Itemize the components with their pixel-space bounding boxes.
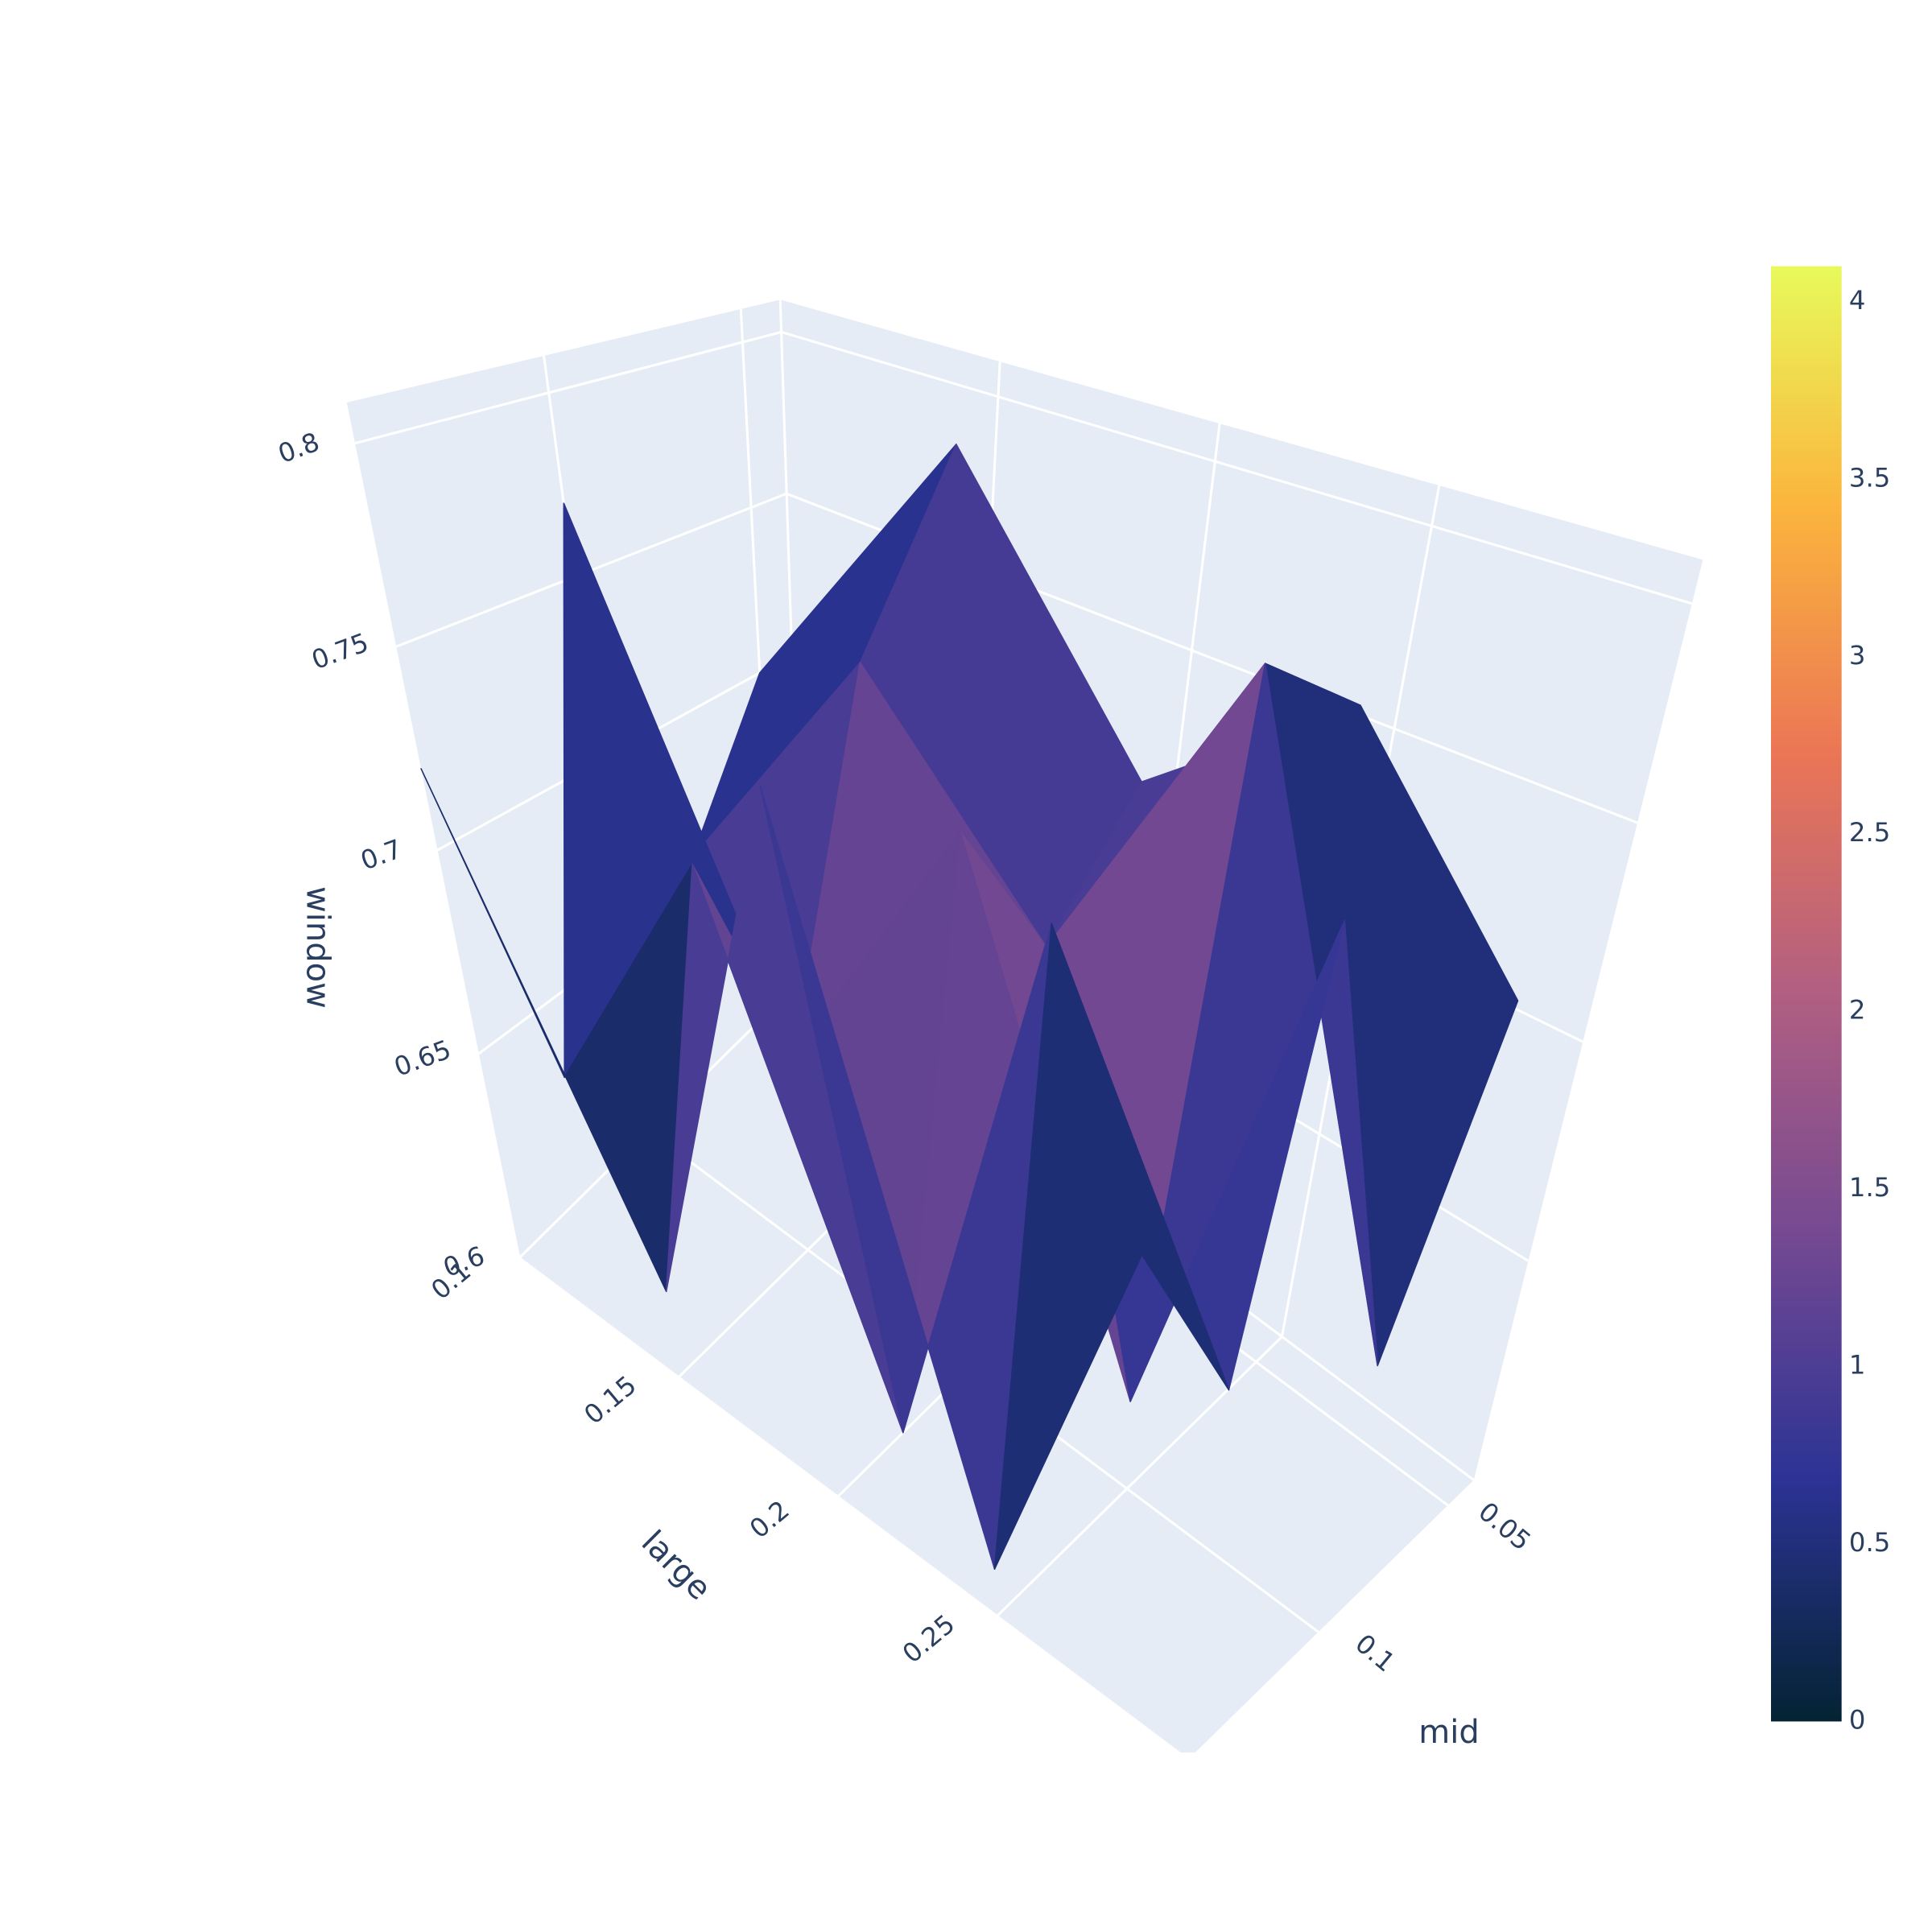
x-axis-title: large [634, 1524, 718, 1608]
colorbar-tick-label: 0.5 [1849, 1527, 1890, 1558]
x-tick-label: 0.2 [744, 1494, 795, 1544]
z-tick-label: 0.8 [274, 427, 323, 469]
colorbar-tick-label: 2.5 [1849, 817, 1890, 848]
colorbar-gradient [1771, 266, 1842, 1722]
colorbar-tick-label: 4 [1849, 285, 1866, 316]
y-axis-title: mid [1418, 1714, 1479, 1751]
z-axis-title: window [299, 886, 336, 1009]
x-tick-label: 0.25 [897, 1608, 961, 1669]
z-tick-label: 0.65 [390, 1034, 456, 1082]
colorbar-tick-label: 1.5 [1849, 1172, 1890, 1203]
y-tick-label: 0.05 [1472, 1496, 1537, 1556]
colorbar-tick-label: 0 [1849, 1704, 1866, 1735]
z-tick-label: 0.75 [308, 627, 373, 675]
colorbar-tick-label: 1 [1849, 1350, 1866, 1381]
colorbar-tick-label: 3 [1849, 640, 1866, 671]
z-tick-label: 0.7 [357, 833, 406, 876]
colorbar-tick-label: 3.5 [1849, 462, 1890, 493]
scene [346, 299, 1703, 1752]
colorbar-tick-label: 2 [1849, 995, 1866, 1026]
surface-patch [993, 923, 1230, 1570]
x-tick-label: 0.15 [578, 1369, 642, 1430]
colorbar: 0 0.5 1 1.5 2 2.5 3 3.5 4 [1771, 266, 1890, 1735]
y-tick-label: 0.1 [1349, 1628, 1401, 1678]
